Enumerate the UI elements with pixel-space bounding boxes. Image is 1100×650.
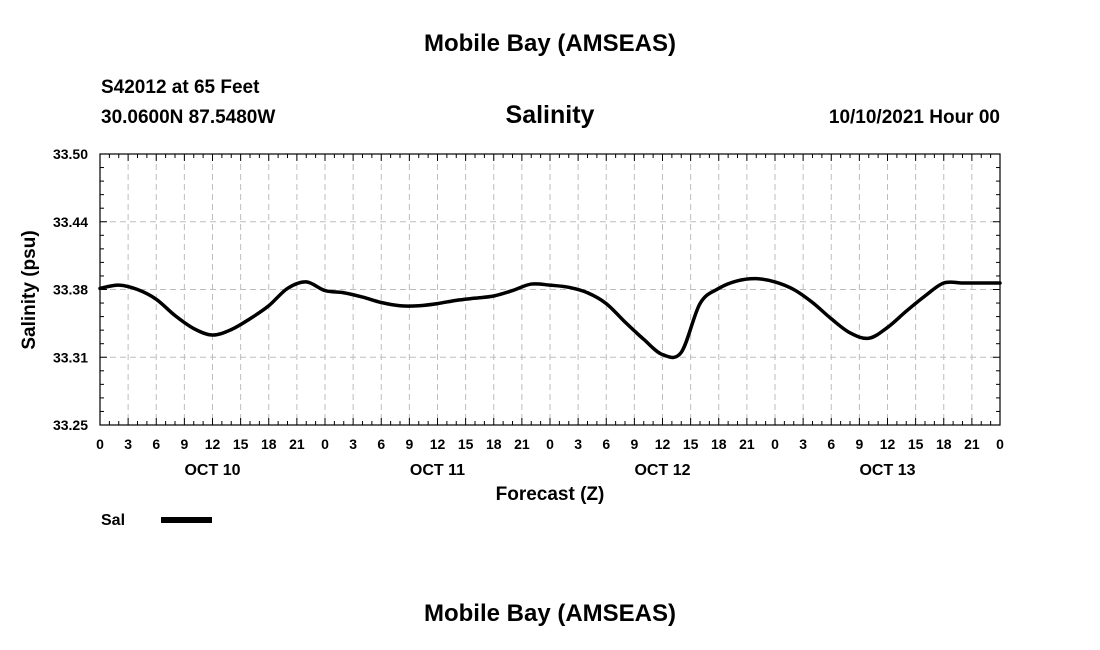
x-tick-label: 12 bbox=[430, 436, 446, 452]
variable-title: Salinity bbox=[505, 101, 595, 129]
x-tick-label: 6 bbox=[152, 436, 160, 452]
x-tick-label: 21 bbox=[289, 436, 305, 452]
x-tick-label: 6 bbox=[602, 436, 610, 452]
day-label: OCT 12 bbox=[634, 462, 690, 479]
legend-label: Sal bbox=[101, 512, 125, 529]
x-tick-label: 18 bbox=[486, 436, 502, 452]
y-tick-label: 33.31 bbox=[53, 349, 88, 365]
x-tick-label: 15 bbox=[233, 436, 249, 452]
coordinates-label: 30.0600N 87.5480W bbox=[101, 107, 276, 128]
x-tick-label: 15 bbox=[458, 436, 474, 452]
x-tick-label: 9 bbox=[180, 436, 188, 452]
x-tick-label: 3 bbox=[574, 436, 582, 452]
x-tick-label: 0 bbox=[996, 436, 1004, 452]
x-tick-label: 15 bbox=[908, 436, 924, 452]
y-tick-label: 33.50 bbox=[53, 146, 88, 162]
y-tick-labels: 33.25 33.31 33.38 33.44 33.50 bbox=[53, 146, 88, 433]
y-axis-label: Salinity (psu) bbox=[19, 230, 40, 349]
x-tick-label: 12 bbox=[205, 436, 221, 452]
x-tick-label: 6 bbox=[827, 436, 835, 452]
x-tick-label: 18 bbox=[936, 436, 952, 452]
day-label: OCT 11 bbox=[410, 462, 465, 479]
x-tick-label: 21 bbox=[739, 436, 755, 452]
station-label: S42012 at 65 Feet bbox=[101, 77, 260, 98]
x-tick-label: 21 bbox=[964, 436, 980, 452]
x-tick-label: 12 bbox=[880, 436, 896, 452]
y-tick-label: 33.38 bbox=[53, 282, 88, 298]
x-axis-label: Forecast (Z) bbox=[496, 484, 605, 505]
x-tick-label: 15 bbox=[683, 436, 699, 452]
chart-title: Mobile Bay (AMSEAS) bbox=[423, 30, 677, 57]
x-tick-label: 3 bbox=[349, 436, 357, 452]
x-tick-label: 0 bbox=[321, 436, 329, 452]
day-label: OCT 13 bbox=[859, 462, 915, 479]
grid-lines bbox=[100, 154, 1000, 425]
x-tick-label: 9 bbox=[405, 436, 413, 452]
footer-title: Mobile Bay (AMSEAS) bbox=[423, 600, 677, 627]
day-labels: OCT 10 OCT 11 OCT 12 OCT 13 bbox=[184, 462, 915, 479]
x-tick-label: 18 bbox=[261, 436, 277, 452]
datetime-label: 10/10/2021 Hour 00 bbox=[828, 107, 1000, 128]
day-label: OCT 10 bbox=[184, 462, 240, 479]
x-tick-label: 12 bbox=[655, 436, 671, 452]
x-tick-label: 0 bbox=[771, 436, 779, 452]
x-tick-label: 0 bbox=[546, 436, 554, 452]
x-tick-label: 9 bbox=[630, 436, 638, 452]
y-tick-label: 33.25 bbox=[53, 417, 88, 433]
x-tick-label: 0 bbox=[96, 436, 104, 452]
x-tick-label: 3 bbox=[799, 436, 807, 452]
series-line-sal bbox=[98, 276, 1002, 360]
x-tick-labels: 0 3 6 9 12 15 18 21 0 3 6 9 12 15 18 21 0 3 6 9 12 15 18 21 0 3 6 9… bbox=[96, 436, 1004, 452]
x-tick-label: 21 bbox=[514, 436, 530, 452]
x-tick-label: 3 bbox=[124, 436, 132, 452]
x-tick-label: 9 bbox=[855, 436, 863, 452]
y-tick-label: 33.44 bbox=[53, 214, 88, 230]
x-tick-label: 18 bbox=[711, 436, 727, 452]
x-tick-label: 6 bbox=[377, 436, 385, 452]
